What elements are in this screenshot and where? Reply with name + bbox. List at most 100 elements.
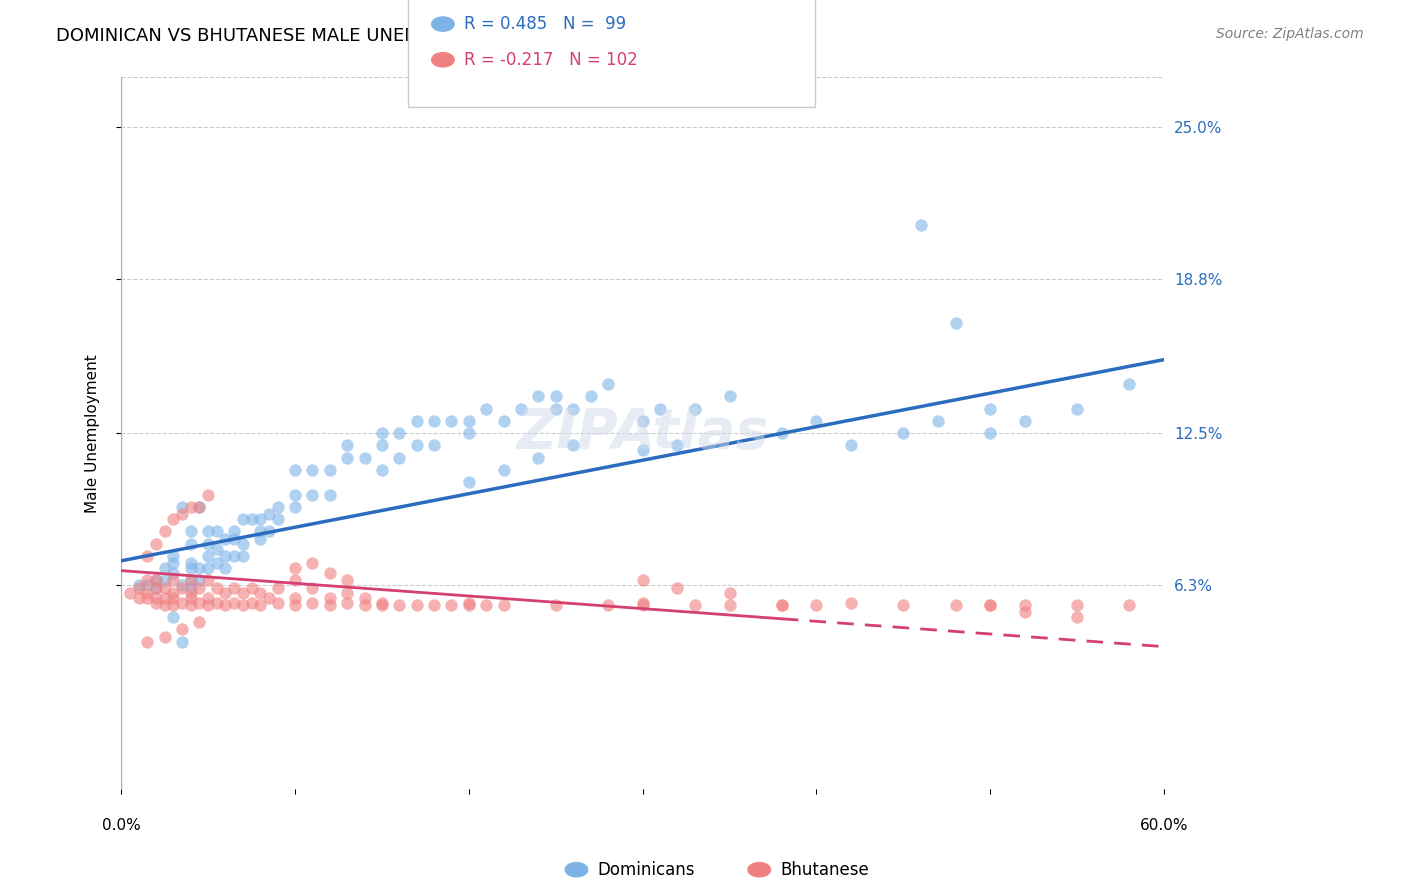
Point	[284, 487, 307, 501]
Point	[1014, 605, 1036, 619]
Text: Source: ZipAtlas.com: Source: ZipAtlas.com	[1216, 27, 1364, 41]
Point	[631, 574, 654, 588]
Point	[153, 581, 176, 595]
Point	[170, 507, 193, 521]
Point	[1066, 610, 1088, 624]
Point	[371, 463, 394, 477]
Point	[457, 414, 479, 428]
Point	[301, 556, 323, 570]
Point	[353, 598, 375, 612]
Point	[423, 598, 446, 612]
Point	[770, 598, 793, 612]
Point	[136, 549, 159, 563]
Point	[188, 500, 211, 514]
Point	[257, 591, 280, 605]
Point	[162, 556, 184, 570]
Point	[180, 585, 202, 599]
Point	[188, 500, 211, 514]
Text: R = -0.217   N = 102: R = -0.217 N = 102	[464, 51, 638, 69]
Point	[319, 487, 342, 501]
Point	[162, 585, 184, 599]
Point	[197, 487, 219, 501]
Point	[224, 524, 246, 539]
Point	[145, 581, 167, 595]
Point	[806, 414, 828, 428]
Point	[153, 598, 176, 612]
Point	[170, 595, 193, 609]
Point	[180, 556, 202, 570]
Point	[718, 585, 741, 599]
Point	[162, 549, 184, 563]
Point	[284, 591, 307, 605]
Text: R = 0.485   N =  99: R = 0.485 N = 99	[464, 15, 626, 33]
Point	[232, 585, 254, 599]
Point	[224, 549, 246, 563]
Point	[979, 401, 1001, 416]
Point	[162, 610, 184, 624]
Point	[136, 578, 159, 592]
Point	[188, 581, 211, 595]
Point	[770, 426, 793, 441]
Point	[457, 475, 479, 490]
Point	[224, 581, 246, 595]
Point	[596, 377, 619, 392]
Point	[301, 581, 323, 595]
Point	[162, 591, 184, 605]
Point	[224, 595, 246, 609]
Point	[145, 581, 167, 595]
Point	[319, 591, 342, 605]
Point	[249, 585, 271, 599]
Point	[353, 450, 375, 465]
Point	[162, 566, 184, 580]
Point	[388, 450, 411, 465]
Point	[153, 630, 176, 644]
Point	[180, 524, 202, 539]
Point	[544, 389, 567, 403]
Point	[527, 389, 550, 403]
Point	[128, 581, 150, 595]
Point	[205, 541, 228, 556]
Point	[197, 598, 219, 612]
Point	[188, 574, 211, 588]
Text: 0.0%: 0.0%	[101, 819, 141, 833]
Point	[1118, 598, 1140, 612]
Point	[405, 438, 427, 452]
Point	[232, 512, 254, 526]
Point	[336, 574, 359, 588]
Point	[492, 598, 515, 612]
Point	[1066, 401, 1088, 416]
Point	[214, 561, 236, 575]
Point	[249, 598, 271, 612]
Point	[371, 595, 394, 609]
Point	[336, 585, 359, 599]
Point	[683, 598, 706, 612]
Point	[136, 585, 159, 599]
Text: Dominicans: Dominicans	[598, 861, 695, 879]
Point	[648, 401, 671, 416]
Point	[249, 532, 271, 546]
Point	[162, 512, 184, 526]
Point	[336, 450, 359, 465]
Point	[232, 598, 254, 612]
Point	[457, 595, 479, 609]
Point	[440, 598, 463, 612]
Point	[492, 463, 515, 477]
Point	[371, 598, 394, 612]
Point	[136, 591, 159, 605]
Point	[405, 414, 427, 428]
Text: DOMINICAN VS BHUTANESE MALE UNEMPLOYMENT CORRELATION CHART: DOMINICAN VS BHUTANESE MALE UNEMPLOYMENT…	[56, 27, 716, 45]
Point	[893, 426, 915, 441]
Point	[153, 591, 176, 605]
Point	[257, 507, 280, 521]
Point	[579, 389, 602, 403]
Point	[544, 401, 567, 416]
Point	[910, 218, 932, 232]
Point	[136, 574, 159, 588]
Point	[197, 524, 219, 539]
Point	[457, 426, 479, 441]
Point	[240, 581, 263, 595]
Point	[162, 598, 184, 612]
Point	[806, 598, 828, 612]
Point	[527, 450, 550, 465]
Point	[249, 524, 271, 539]
